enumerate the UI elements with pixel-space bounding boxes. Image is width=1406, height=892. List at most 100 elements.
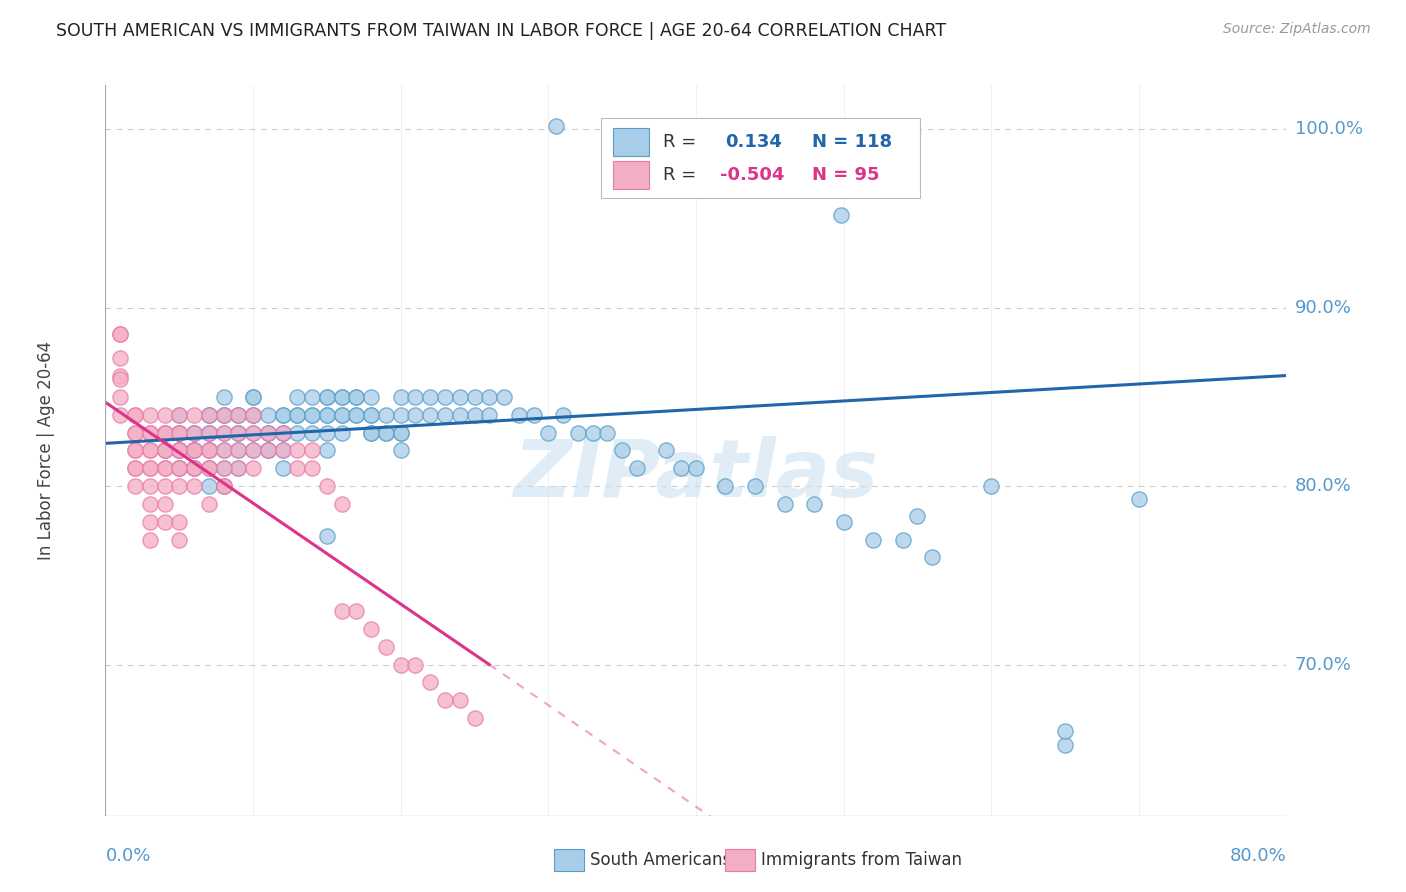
- Point: [183, 443, 205, 458]
- Text: 0.134: 0.134: [725, 133, 782, 151]
- Point: [153, 425, 176, 440]
- Point: [226, 443, 250, 458]
- Point: [301, 461, 323, 475]
- Point: [287, 390, 309, 404]
- Point: [153, 497, 176, 511]
- Point: [921, 550, 943, 565]
- Point: [242, 408, 264, 422]
- Point: [287, 408, 309, 422]
- FancyBboxPatch shape: [613, 128, 648, 156]
- Point: [226, 408, 250, 422]
- Point: [256, 443, 278, 458]
- Text: -0.504: -0.504: [720, 166, 785, 184]
- Point: [271, 425, 294, 440]
- Point: [271, 425, 294, 440]
- Point: [110, 390, 132, 404]
- Point: [124, 479, 146, 493]
- Point: [169, 408, 191, 422]
- Point: [567, 425, 589, 440]
- Point: [404, 408, 426, 422]
- Point: [242, 425, 264, 440]
- Point: [287, 425, 309, 440]
- Point: [360, 425, 382, 440]
- Text: Source: ZipAtlas.com: Source: ZipAtlas.com: [1223, 22, 1371, 37]
- Text: 80.0%: 80.0%: [1295, 477, 1351, 495]
- Text: ZIPatlas: ZIPatlas: [513, 436, 879, 515]
- Text: In Labor Force | Age 20-64: In Labor Force | Age 20-64: [38, 341, 55, 560]
- Point: [169, 425, 191, 440]
- Point: [685, 461, 707, 475]
- Point: [419, 675, 441, 690]
- Point: [212, 479, 235, 493]
- Text: N = 118: N = 118: [811, 133, 891, 151]
- Point: [287, 443, 309, 458]
- Point: [226, 425, 250, 440]
- Point: [197, 479, 219, 493]
- Point: [138, 408, 160, 422]
- Point: [169, 425, 191, 440]
- Point: [212, 443, 235, 458]
- Point: [360, 390, 382, 404]
- Point: [169, 443, 191, 458]
- Point: [197, 461, 219, 475]
- Point: [492, 390, 515, 404]
- Point: [581, 425, 603, 440]
- Point: [315, 408, 337, 422]
- Point: [346, 604, 368, 618]
- Point: [315, 425, 337, 440]
- Point: [301, 390, 323, 404]
- Point: [433, 390, 456, 404]
- Point: [242, 408, 264, 422]
- Point: [522, 408, 544, 422]
- Point: [478, 408, 501, 422]
- Point: [256, 443, 278, 458]
- Point: [197, 425, 219, 440]
- FancyBboxPatch shape: [613, 161, 648, 188]
- Point: [271, 425, 294, 440]
- Point: [551, 408, 574, 422]
- Point: [346, 408, 368, 422]
- Point: [655, 443, 678, 458]
- Point: [138, 461, 160, 475]
- Point: [626, 461, 648, 475]
- Point: [138, 443, 160, 458]
- Point: [183, 461, 205, 475]
- Point: [183, 425, 205, 440]
- Point: [1054, 723, 1077, 738]
- Point: [153, 479, 176, 493]
- Point: [183, 443, 205, 458]
- Point: [242, 443, 264, 458]
- Text: Immigrants from Taiwan: Immigrants from Taiwan: [761, 851, 962, 869]
- Point: [197, 408, 219, 422]
- Point: [610, 443, 633, 458]
- Point: [315, 390, 337, 404]
- Point: [315, 479, 337, 493]
- Point: [330, 390, 353, 404]
- Point: [404, 390, 426, 404]
- Point: [773, 497, 796, 511]
- Point: [197, 425, 219, 440]
- Point: [803, 497, 825, 511]
- Point: [212, 461, 235, 475]
- Text: SOUTH AMERICAN VS IMMIGRANTS FROM TAIWAN IN LABOR FORCE | AGE 20-64 CORRELATION : SOUTH AMERICAN VS IMMIGRANTS FROM TAIWAN…: [56, 22, 946, 40]
- Point: [138, 533, 160, 547]
- Point: [183, 461, 205, 475]
- Point: [124, 461, 146, 475]
- Point: [389, 390, 412, 404]
- FancyBboxPatch shape: [554, 849, 583, 871]
- Point: [183, 408, 205, 422]
- Point: [315, 408, 337, 422]
- Point: [891, 533, 914, 547]
- Point: [212, 425, 235, 440]
- Point: [197, 443, 219, 458]
- Text: 70.0%: 70.0%: [1295, 656, 1351, 673]
- Text: 0.0%: 0.0%: [105, 847, 150, 864]
- Point: [330, 604, 353, 618]
- Point: [153, 443, 176, 458]
- Point: [124, 408, 146, 422]
- Point: [463, 711, 486, 725]
- Point: [169, 479, 191, 493]
- Point: [153, 461, 176, 475]
- Point: [256, 443, 278, 458]
- Point: [544, 119, 567, 133]
